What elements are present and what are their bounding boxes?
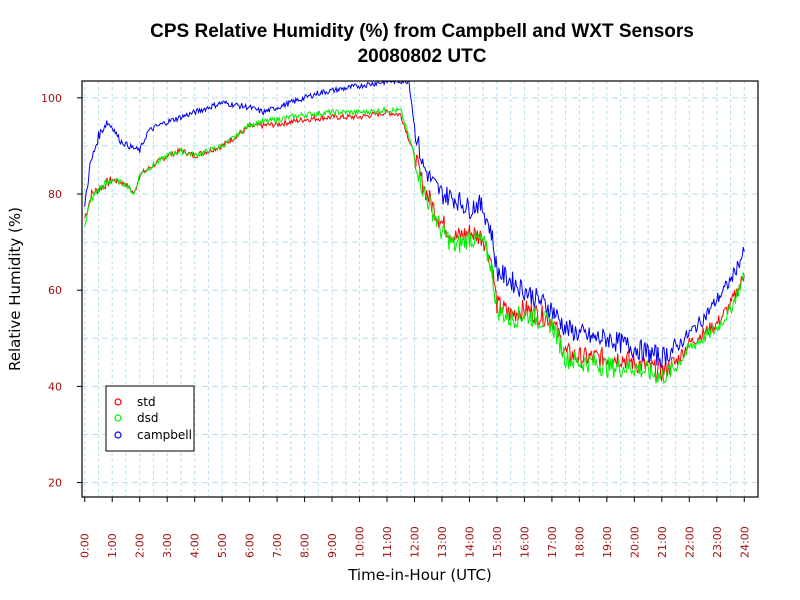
x-tick-label: 16:00 [518, 526, 531, 558]
x-tick-label: 9:00 [326, 533, 339, 558]
y-tick-label: 100 [41, 92, 62, 105]
x-tick-label: 7:00 [271, 533, 284, 558]
x-tick-label: 24:00 [738, 526, 751, 558]
x-axis-label: Time-in-Hour (UTC) [347, 566, 492, 584]
x-tick-label: 1:00 [106, 533, 119, 558]
y-tick-label: 40 [48, 380, 62, 393]
x-tick-label: 6:00 [244, 533, 257, 558]
x-tick-label: 8:00 [299, 533, 312, 558]
x-tick-label: 3:00 [161, 533, 174, 558]
legend: std dsd campbell [105, 385, 195, 452]
x-tick-label: 14:00 [464, 526, 477, 558]
x-tick-label: 11:00 [381, 526, 394, 558]
axis-ticks: 20 40 60 80 100 0:00 1:00 2:00 3:00 4:00 5:00 6:00 7… [41, 92, 751, 558]
chart-title: CPS Relative Humidity (%) from Campbell … [150, 21, 694, 42]
y-tick-label: 80 [48, 188, 62, 201]
legend-label-campbell: campbell [137, 428, 192, 442]
x-tick-label: 5:00 [216, 533, 229, 558]
x-tick-label: 23:00 [711, 526, 724, 558]
series-line-dsd [84, 105, 745, 385]
x-tick-label: 2:00 [134, 533, 147, 558]
series-line-campbell [84, 79, 745, 370]
y-axis-label: Relative Humidity (%) [6, 207, 24, 371]
x-tick-label: 4:00 [189, 533, 202, 558]
x-tick-label: 0:00 [79, 533, 92, 558]
x-tick-label: 19:00 [601, 526, 614, 558]
y-tick-label: 20 [48, 477, 62, 490]
x-tick-label: 15:00 [491, 526, 504, 558]
x-tick-label: 10:00 [354, 526, 367, 558]
legend-marker-campbell [114, 431, 122, 439]
legend-label-std: std [137, 395, 156, 409]
y-tick-label: 60 [48, 284, 62, 297]
x-tick-label: 21:00 [656, 526, 669, 558]
legend-label-dsd: dsd [137, 411, 159, 425]
x-tick-label: 13:00 [436, 526, 449, 558]
x-tick-label: 18:00 [573, 526, 586, 558]
legend-marker-std [114, 398, 122, 406]
legend-marker-dsd [114, 414, 122, 422]
series-lines [84, 79, 745, 385]
x-tick-label: 20:00 [628, 526, 641, 558]
x-tick-label: 12:00 [409, 526, 422, 558]
x-tick-label: 17:00 [546, 526, 559, 558]
x-tick-label: 22:00 [683, 526, 696, 558]
chart-subtitle: 20080802 UTC [358, 46, 487, 67]
grid [82, 81, 758, 497]
plot-frame [81, 80, 759, 498]
